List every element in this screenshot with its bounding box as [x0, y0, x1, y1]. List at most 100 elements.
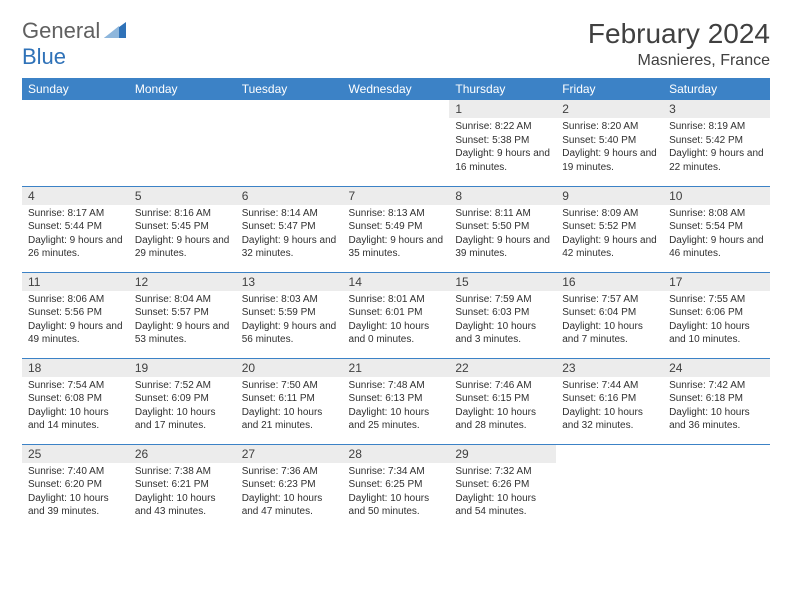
day-detail: Sunrise: 7:40 AMSunset: 6:20 PMDaylight:… — [22, 463, 129, 523]
calendar-cell: 26Sunrise: 7:38 AMSunset: 6:21 PMDayligh… — [129, 444, 236, 530]
day-detail: Sunrise: 7:59 AMSunset: 6:03 PMDaylight:… — [449, 291, 556, 351]
day-header: Friday — [556, 78, 663, 100]
calendar-cell: 1Sunrise: 8:22 AMSunset: 5:38 PMDaylight… — [449, 100, 556, 186]
calendar-cell: 8Sunrise: 8:11 AMSunset: 5:50 PMDaylight… — [449, 186, 556, 272]
logo-text-general: General — [22, 18, 100, 44]
day-detail: Sunrise: 8:16 AMSunset: 5:45 PMDaylight:… — [129, 205, 236, 265]
day-number: 6 — [236, 187, 343, 205]
calendar-cell: 27Sunrise: 7:36 AMSunset: 6:23 PMDayligh… — [236, 444, 343, 530]
day-number: 25 — [22, 445, 129, 463]
calendar-cell: 15Sunrise: 7:59 AMSunset: 6:03 PMDayligh… — [449, 272, 556, 358]
day-detail: Sunrise: 8:17 AMSunset: 5:44 PMDaylight:… — [22, 205, 129, 265]
calendar-cell: 17Sunrise: 7:55 AMSunset: 6:06 PMDayligh… — [663, 272, 770, 358]
day-detail: Sunrise: 8:08 AMSunset: 5:54 PMDaylight:… — [663, 205, 770, 265]
calendar-page: General February 2024 Masnieres, France … — [0, 0, 792, 548]
day-detail: Sunrise: 8:01 AMSunset: 6:01 PMDaylight:… — [343, 291, 450, 351]
calendar-cell: 29Sunrise: 7:32 AMSunset: 6:26 PMDayligh… — [449, 444, 556, 530]
day-header: Thursday — [449, 78, 556, 100]
day-header: Saturday — [663, 78, 770, 100]
day-number: 24 — [663, 359, 770, 377]
day-number: 7 — [343, 187, 450, 205]
day-header: Monday — [129, 78, 236, 100]
day-detail: Sunrise: 8:14 AMSunset: 5:47 PMDaylight:… — [236, 205, 343, 265]
day-number: 13 — [236, 273, 343, 291]
calendar-table: SundayMondayTuesdayWednesdayThursdayFrid… — [22, 78, 770, 530]
day-detail: Sunrise: 7:46 AMSunset: 6:15 PMDaylight:… — [449, 377, 556, 437]
calendar-week: 1Sunrise: 8:22 AMSunset: 5:38 PMDaylight… — [22, 100, 770, 186]
day-number: 4 — [22, 187, 129, 205]
day-detail: Sunrise: 7:38 AMSunset: 6:21 PMDaylight:… — [129, 463, 236, 523]
calendar-week: 25Sunrise: 7:40 AMSunset: 6:20 PMDayligh… — [22, 444, 770, 530]
day-detail: Sunrise: 7:55 AMSunset: 6:06 PMDaylight:… — [663, 291, 770, 351]
calendar-cell: 24Sunrise: 7:42 AMSunset: 6:18 PMDayligh… — [663, 358, 770, 444]
calendar-cell — [663, 444, 770, 530]
day-number: 9 — [556, 187, 663, 205]
calendar-cell — [236, 100, 343, 186]
calendar-cell: 4Sunrise: 8:17 AMSunset: 5:44 PMDaylight… — [22, 186, 129, 272]
day-number: 23 — [556, 359, 663, 377]
day-number: 2 — [556, 100, 663, 118]
logo-triangle-icon — [104, 20, 126, 43]
day-detail: Sunrise: 8:11 AMSunset: 5:50 PMDaylight:… — [449, 205, 556, 265]
calendar-body: 1Sunrise: 8:22 AMSunset: 5:38 PMDaylight… — [22, 100, 770, 530]
calendar-cell: 20Sunrise: 7:50 AMSunset: 6:11 PMDayligh… — [236, 358, 343, 444]
day-detail: Sunrise: 7:32 AMSunset: 6:26 PMDaylight:… — [449, 463, 556, 523]
calendar-cell: 28Sunrise: 7:34 AMSunset: 6:25 PMDayligh… — [343, 444, 450, 530]
day-number: 17 — [663, 273, 770, 291]
day-detail: Sunrise: 7:42 AMSunset: 6:18 PMDaylight:… — [663, 377, 770, 437]
day-detail: Sunrise: 7:54 AMSunset: 6:08 PMDaylight:… — [22, 377, 129, 437]
calendar-cell — [343, 100, 450, 186]
day-number: 5 — [129, 187, 236, 205]
day-detail: Sunrise: 8:19 AMSunset: 5:42 PMDaylight:… — [663, 118, 770, 178]
day-detail: Sunrise: 7:52 AMSunset: 6:09 PMDaylight:… — [129, 377, 236, 437]
calendar-cell: 14Sunrise: 8:01 AMSunset: 6:01 PMDayligh… — [343, 272, 450, 358]
calendar-cell: 2Sunrise: 8:20 AMSunset: 5:40 PMDaylight… — [556, 100, 663, 186]
day-number: 1 — [449, 100, 556, 118]
day-number: 3 — [663, 100, 770, 118]
calendar-cell: 10Sunrise: 8:08 AMSunset: 5:54 PMDayligh… — [663, 186, 770, 272]
calendar-week: 11Sunrise: 8:06 AMSunset: 5:56 PMDayligh… — [22, 272, 770, 358]
calendar-head: SundayMondayTuesdayWednesdayThursdayFrid… — [22, 78, 770, 100]
day-number: 20 — [236, 359, 343, 377]
day-number: 18 — [22, 359, 129, 377]
logo-line2: Blue — [22, 44, 66, 70]
location: Masnieres, France — [588, 52, 770, 70]
day-number: 29 — [449, 445, 556, 463]
day-number: 15 — [449, 273, 556, 291]
logo: General — [22, 18, 128, 44]
calendar-cell: 19Sunrise: 7:52 AMSunset: 6:09 PMDayligh… — [129, 358, 236, 444]
logo-text-blue: Blue — [22, 44, 66, 69]
calendar-week: 4Sunrise: 8:17 AMSunset: 5:44 PMDaylight… — [22, 186, 770, 272]
calendar-cell: 22Sunrise: 7:46 AMSunset: 6:15 PMDayligh… — [449, 358, 556, 444]
calendar-cell: 9Sunrise: 8:09 AMSunset: 5:52 PMDaylight… — [556, 186, 663, 272]
calendar-cell: 7Sunrise: 8:13 AMSunset: 5:49 PMDaylight… — [343, 186, 450, 272]
calendar-cell: 6Sunrise: 8:14 AMSunset: 5:47 PMDaylight… — [236, 186, 343, 272]
calendar-cell: 13Sunrise: 8:03 AMSunset: 5:59 PMDayligh… — [236, 272, 343, 358]
calendar-cell: 25Sunrise: 7:40 AMSunset: 6:20 PMDayligh… — [22, 444, 129, 530]
day-number: 22 — [449, 359, 556, 377]
calendar-week: 18Sunrise: 7:54 AMSunset: 6:08 PMDayligh… — [22, 358, 770, 444]
calendar-cell — [22, 100, 129, 186]
day-number: 8 — [449, 187, 556, 205]
calendar-cell: 12Sunrise: 8:04 AMSunset: 5:57 PMDayligh… — [129, 272, 236, 358]
day-detail: Sunrise: 8:20 AMSunset: 5:40 PMDaylight:… — [556, 118, 663, 178]
calendar-cell: 16Sunrise: 7:57 AMSunset: 6:04 PMDayligh… — [556, 272, 663, 358]
day-detail: Sunrise: 7:36 AMSunset: 6:23 PMDaylight:… — [236, 463, 343, 523]
calendar-cell: 3Sunrise: 8:19 AMSunset: 5:42 PMDaylight… — [663, 100, 770, 186]
day-detail: Sunrise: 7:44 AMSunset: 6:16 PMDaylight:… — [556, 377, 663, 437]
day-number: 11 — [22, 273, 129, 291]
day-header-row: SundayMondayTuesdayWednesdayThursdayFrid… — [22, 78, 770, 100]
day-number: 19 — [129, 359, 236, 377]
day-detail: Sunrise: 7:57 AMSunset: 6:04 PMDaylight:… — [556, 291, 663, 351]
day-detail: Sunrise: 8:22 AMSunset: 5:38 PMDaylight:… — [449, 118, 556, 178]
day-detail: Sunrise: 7:50 AMSunset: 6:11 PMDaylight:… — [236, 377, 343, 437]
day-number: 26 — [129, 445, 236, 463]
calendar-cell: 18Sunrise: 7:54 AMSunset: 6:08 PMDayligh… — [22, 358, 129, 444]
calendar-cell: 21Sunrise: 7:48 AMSunset: 6:13 PMDayligh… — [343, 358, 450, 444]
day-number: 16 — [556, 273, 663, 291]
day-number: 21 — [343, 359, 450, 377]
day-detail: Sunrise: 8:09 AMSunset: 5:52 PMDaylight:… — [556, 205, 663, 265]
day-detail: Sunrise: 8:03 AMSunset: 5:59 PMDaylight:… — [236, 291, 343, 351]
day-detail: Sunrise: 8:04 AMSunset: 5:57 PMDaylight:… — [129, 291, 236, 351]
day-number: 14 — [343, 273, 450, 291]
